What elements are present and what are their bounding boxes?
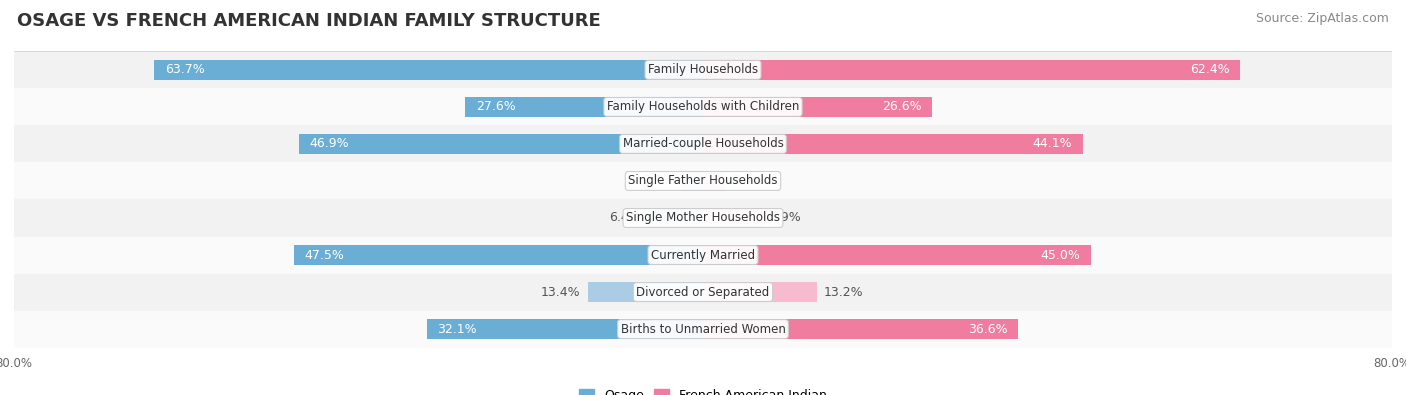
Text: Single Father Households: Single Father Households xyxy=(628,175,778,188)
Bar xyxy=(703,134,1083,154)
Text: 2.6%: 2.6% xyxy=(733,175,763,188)
Text: 32.1%: 32.1% xyxy=(437,323,477,336)
Text: 47.5%: 47.5% xyxy=(304,248,344,261)
Bar xyxy=(14,126,1392,162)
Text: 44.1%: 44.1% xyxy=(1033,137,1073,150)
Bar xyxy=(703,60,1240,80)
Text: 45.0%: 45.0% xyxy=(1040,248,1080,261)
Text: 46.9%: 46.9% xyxy=(309,137,349,150)
Bar xyxy=(588,282,703,302)
Text: Single Mother Households: Single Mother Households xyxy=(626,211,780,224)
Text: Family Households: Family Households xyxy=(648,63,758,76)
Text: Divorced or Separated: Divorced or Separated xyxy=(637,286,769,299)
Text: 63.7%: 63.7% xyxy=(165,63,204,76)
Bar xyxy=(14,274,1392,310)
Bar xyxy=(465,97,703,117)
Bar xyxy=(14,237,1392,274)
Text: 13.4%: 13.4% xyxy=(541,286,581,299)
Text: 6.9%: 6.9% xyxy=(769,211,801,224)
Bar xyxy=(703,97,932,117)
Bar xyxy=(14,310,1392,348)
Text: 62.4%: 62.4% xyxy=(1191,63,1230,76)
Text: 26.6%: 26.6% xyxy=(882,100,922,113)
Bar xyxy=(14,51,1392,88)
Bar xyxy=(426,319,703,339)
Text: OSAGE VS FRENCH AMERICAN INDIAN FAMILY STRUCTURE: OSAGE VS FRENCH AMERICAN INDIAN FAMILY S… xyxy=(17,12,600,30)
Text: Currently Married: Currently Married xyxy=(651,248,755,261)
Bar xyxy=(155,60,703,80)
Bar xyxy=(14,162,1392,199)
Bar xyxy=(703,319,1018,339)
Bar xyxy=(703,245,1091,265)
Text: 13.2%: 13.2% xyxy=(824,286,863,299)
Text: 6.4%: 6.4% xyxy=(609,211,641,224)
Bar xyxy=(294,245,703,265)
Text: Married-couple Households: Married-couple Households xyxy=(623,137,783,150)
Legend: Osage, French American Indian: Osage, French American Indian xyxy=(574,384,832,395)
Bar xyxy=(14,199,1392,237)
Text: 36.6%: 36.6% xyxy=(969,323,1008,336)
Bar xyxy=(648,208,703,228)
Bar xyxy=(703,171,725,191)
Bar xyxy=(299,134,703,154)
Bar xyxy=(14,88,1392,126)
Bar xyxy=(703,282,817,302)
Text: 27.6%: 27.6% xyxy=(475,100,516,113)
Bar xyxy=(703,208,762,228)
Bar xyxy=(682,171,703,191)
Text: 2.5%: 2.5% xyxy=(643,175,675,188)
Text: Family Households with Children: Family Households with Children xyxy=(607,100,799,113)
Text: Births to Unmarried Women: Births to Unmarried Women xyxy=(620,323,786,336)
Text: Source: ZipAtlas.com: Source: ZipAtlas.com xyxy=(1256,12,1389,25)
